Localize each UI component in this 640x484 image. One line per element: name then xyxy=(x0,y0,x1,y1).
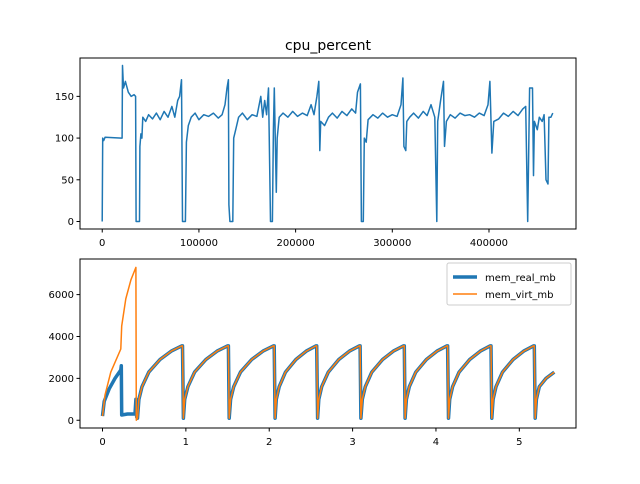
x-tick-label: 200000 xyxy=(277,238,315,249)
y-tick-label: 50 xyxy=(61,175,74,186)
x-tick-label: 0 xyxy=(99,437,105,448)
x-tick-label: 300000 xyxy=(373,238,411,249)
x-tick-label: 5 xyxy=(516,437,522,448)
y-tick-label: 2000 xyxy=(49,374,74,385)
y-tick-label: 6000 xyxy=(49,290,74,301)
x-tick-label: 3 xyxy=(349,437,355,448)
x-tick-label: 4 xyxy=(433,437,439,448)
memory-axes: 0 1 2 3 4 5 0 2000 4000 6000 xyxy=(49,258,577,448)
chart-title: cpu_percent xyxy=(285,38,372,54)
x-tick-label: 2 xyxy=(266,437,272,448)
y-tick-label: 0 xyxy=(68,217,74,228)
x-tick-label: 100000 xyxy=(180,238,218,249)
x-tick-label: 0 xyxy=(99,238,105,249)
y-tick-label: 100 xyxy=(55,134,74,145)
y-tick-label: 4000 xyxy=(49,332,74,343)
y-tick-label: 0 xyxy=(68,416,74,427)
legend: mem_real_mb mem_virt_mb xyxy=(446,262,572,306)
series-line-cpu-percent xyxy=(101,64,554,223)
legend-label-mem-real-mb: mem_real_mb xyxy=(485,273,556,284)
x-tick-label: 1 xyxy=(183,437,189,448)
axes-frame xyxy=(79,258,577,429)
y-tick-label: 150 xyxy=(55,92,74,103)
legend-label-mem-virt-mb: mem_virt_mb xyxy=(485,290,553,301)
axes-frame xyxy=(79,57,577,230)
cpu-percent-axes: 0 100000 200000 300000 400000 0 50 100 150 xyxy=(55,57,577,249)
x-tick-label: 400000 xyxy=(470,238,508,249)
series-line-mem-virt-mb xyxy=(101,266,555,422)
